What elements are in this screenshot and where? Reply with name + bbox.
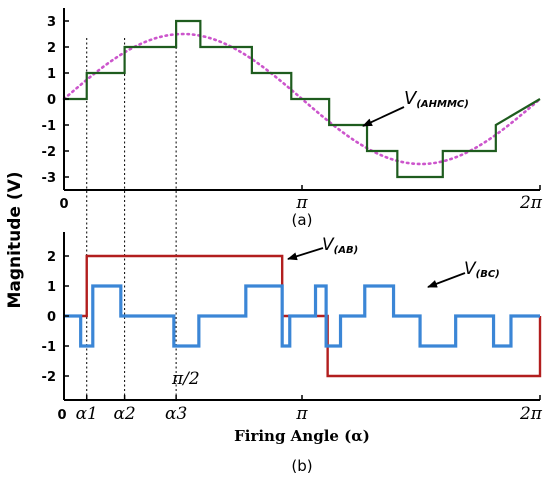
panel-a-x-ticks: 0 π 2π — [59, 185, 543, 213]
panel-a-series — [62, 19, 542, 179]
legend-label-v-bc: V(BC) — [464, 259, 500, 280]
panel-b-xtick-label: α3 — [165, 404, 187, 424]
panel-b-ytick-label: 0 — [47, 310, 56, 325]
panel-b-ytick-label: -1 — [42, 340, 56, 355]
caption-b: (b) — [291, 457, 312, 475]
panel-a-xtick-label: 0 — [59, 197, 68, 212]
panel-a-ytick-label: -3 — [42, 171, 56, 186]
panel-a-ytick-label: -2 — [42, 145, 56, 160]
panel-a-ytick-label: 0 — [47, 93, 56, 108]
panel-b-xtick-label: α2 — [113, 404, 135, 424]
legend-label-v-ahmmc: V(AHMMC) — [404, 88, 469, 110]
legend-arrow-v-bc — [427, 272, 466, 288]
panel-a-ytick-label: -1 — [42, 119, 56, 134]
panel-a-ytick-label: 2 — [47, 41, 56, 56]
panel-a-y-ticks: 3 2 1 0 -1 -2 -3 — [42, 15, 69, 186]
panel-b-y-ticks: 2 1 0 -1 -2 — [42, 250, 69, 385]
panel-a-ytick-label: 3 — [47, 15, 56, 30]
panel-b-ytick-label: 2 — [47, 250, 56, 265]
panel-b-series — [64, 254, 542, 378]
y-axis-label: Magnitude (V) — [5, 171, 25, 308]
panel-b-x-ticks: 0 α1 α2 α3 π 2π — [57, 395, 543, 424]
caption-a: (a) — [292, 211, 313, 229]
panel-a-xtick-label: π — [295, 193, 308, 213]
panel-b-ytick-label: 1 — [47, 280, 56, 295]
v-bc-line — [64, 284, 540, 348]
panel-b-xtick-label: α1 — [76, 404, 98, 424]
panel-b-xtick-label: π — [295, 404, 308, 424]
alpha-guide-lines — [86, 38, 177, 400]
v-ahmmc-line — [64, 19, 541, 179]
panel-b-xtick-label: 2π — [519, 404, 543, 424]
panel-a: 3 2 1 0 -1 -2 -3 0 π 2π V(AHMMC) (a) — [42, 8, 543, 400]
legend-v-ahmmc: V(AHMMC) — [362, 88, 469, 127]
panel-a-xtick-label: 2π — [519, 193, 543, 213]
legend-arrow-v-ab — [287, 247, 324, 261]
legend-arrow-v-ahmmc — [362, 106, 405, 127]
panel-a-ytick-label: 1 — [47, 67, 56, 82]
x-axis-label: Firing Angle (α) — [234, 427, 370, 445]
panel-b: 2 1 0 -1 -2 0 α1 α2 α3 π 2π V(AB) V(BC) π/2 Firin… — [42, 232, 543, 475]
legend-label-v-ab: V(AB) — [322, 235, 358, 256]
pi-over-2-annotation: π/2 — [171, 369, 200, 389]
legend-v-bc: V(BC) — [427, 259, 500, 288]
panel-b-xtick-label: 0 — [57, 408, 66, 423]
panel-b-ytick-label: -2 — [42, 370, 56, 385]
legend-v-ab: V(AB) — [287, 235, 358, 261]
